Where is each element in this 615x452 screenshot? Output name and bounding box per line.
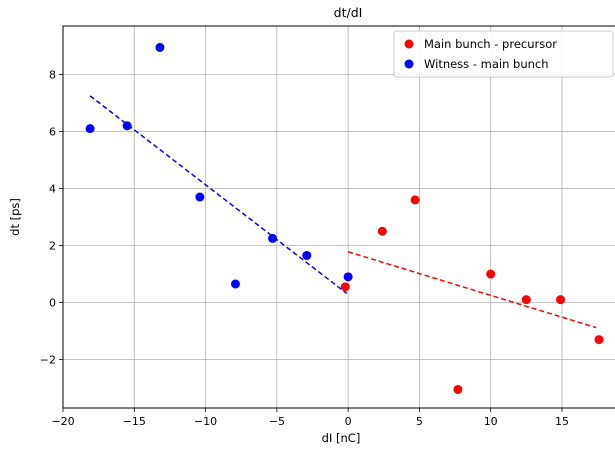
data-point-series-0	[486, 269, 496, 279]
data-point-series-0	[521, 295, 531, 305]
data-point-series-0	[453, 384, 463, 394]
fit-line-series-0	[347, 251, 597, 329]
x-tick-label: −15	[123, 415, 146, 428]
legend-marker	[404, 39, 414, 49]
data-point-series-1	[85, 124, 95, 134]
legend-box	[393, 30, 614, 78]
y-tick-label: 4	[49, 182, 56, 195]
x-tick-label: 5	[416, 415, 423, 428]
data-point-series-0	[410, 195, 420, 205]
x-tick-label: −10	[194, 415, 217, 428]
data-point-series-0	[377, 226, 387, 236]
y-tick-label: 0	[49, 297, 56, 310]
y-tick-label: −2	[40, 354, 56, 367]
x-tick-label: 0	[345, 415, 352, 428]
data-point-series-1	[195, 192, 205, 202]
legend-label: Witness - main bunch	[424, 57, 549, 71]
legend-label: Main bunch - precursor	[424, 37, 557, 51]
fit-line-series-1	[89, 95, 348, 294]
y-tick-label: 6	[49, 125, 56, 138]
x-tick-label: −20	[51, 415, 74, 428]
data-points	[85, 42, 604, 394]
x-tick-label: 15	[555, 415, 569, 428]
legend: Main bunch - precursor Witness - main bun…	[393, 30, 614, 78]
data-point-series-0	[556, 295, 566, 305]
legend-marker	[404, 59, 414, 69]
grid-lines	[62, 26, 615, 408]
data-point-series-0	[594, 335, 604, 345]
x-tick-label: −5	[269, 415, 285, 428]
y-axis-label: dt [ps]	[8, 198, 22, 236]
data-point-series-1	[302, 250, 312, 260]
fit-lines	[89, 95, 597, 329]
chart-title: dt/dI	[334, 5, 363, 20]
x-axis-label: dI [nC]	[322, 431, 361, 445]
y-tick-label: 8	[49, 68, 56, 81]
data-point-series-1	[268, 233, 278, 243]
data-point-series-1	[155, 42, 165, 52]
data-point-series-1	[343, 272, 353, 282]
y-tick-label: 2	[49, 240, 56, 253]
plot-frame	[62, 25, 615, 409]
data-point-series-0	[340, 282, 350, 292]
x-tick-label: 10	[484, 415, 498, 428]
data-point-series-1	[231, 279, 241, 289]
data-point-series-1	[122, 121, 132, 131]
